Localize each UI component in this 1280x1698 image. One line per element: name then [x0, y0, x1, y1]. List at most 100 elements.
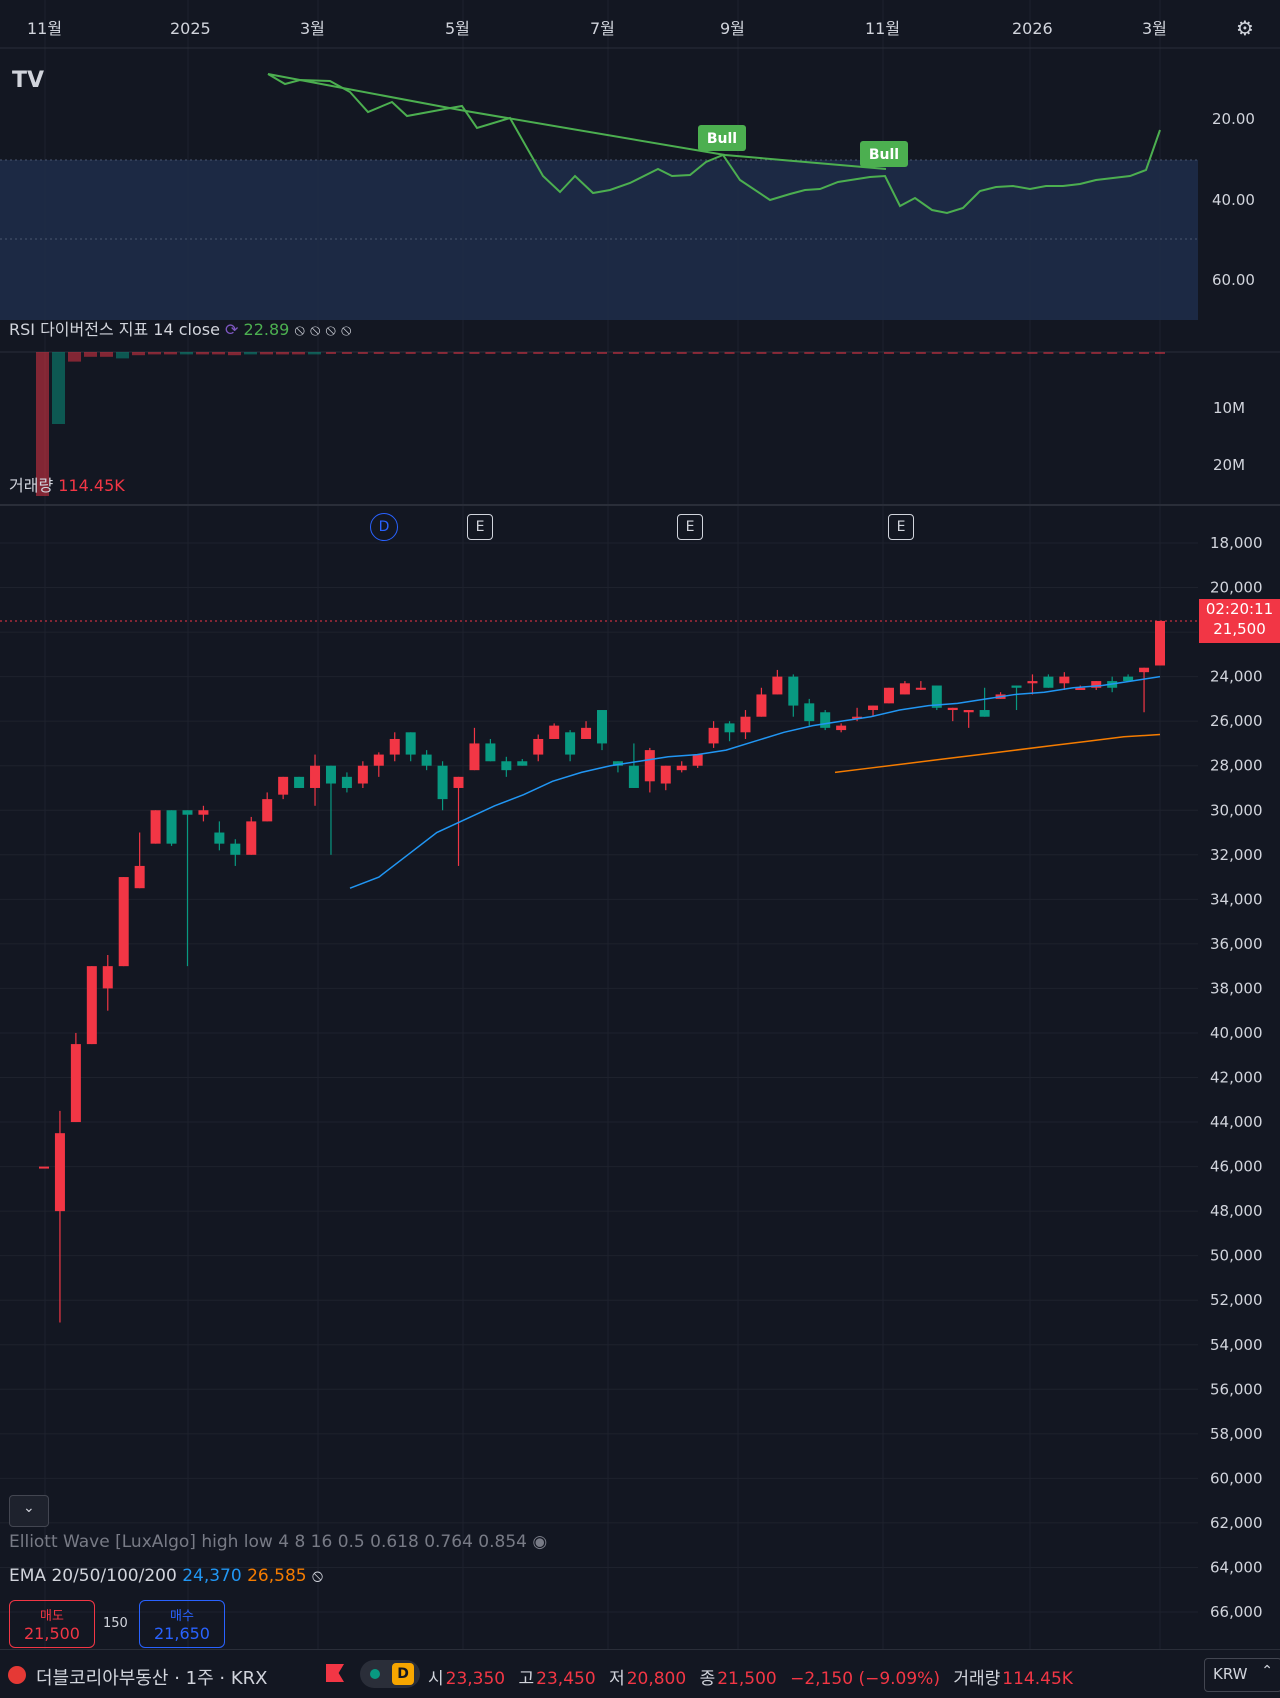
- candle-body: [246, 821, 257, 855]
- ohlc-open-value: 23,350: [445, 1669, 506, 1689]
- ohlc-change-value: −2,150 (−9.09%): [790, 1669, 940, 1689]
- refresh-icon: ⟳: [225, 320, 239, 339]
- tradingview-logo[interactable]: TV: [12, 68, 45, 93]
- volume-bar: [772, 352, 783, 354]
- volume-bar: [565, 352, 576, 354]
- spread-value: 150: [103, 1616, 128, 1631]
- candle-body: [405, 732, 416, 755]
- volume-bar: [292, 352, 305, 355]
- elliott-legend-label: Elliott Wave [LuxAlgo] high low 4 8 16 0…: [9, 1532, 527, 1552]
- earnings-marker[interactable]: E: [888, 514, 914, 540]
- collapse-legend-button[interactable]: ⌄: [9, 1495, 49, 1527]
- ohlc-volume-key: 거래량: [953, 1669, 1001, 1689]
- time-axis-label: 3월: [1142, 19, 1167, 38]
- hidden-icon[interactable]: ⦸: [311, 1566, 324, 1586]
- price-axis-label: 62,000: [1210, 1514, 1263, 1532]
- candle-body: [102, 966, 113, 989]
- rsi-axis-label: 40.00: [1212, 191, 1255, 209]
- rsi-line: [267, 73, 1161, 215]
- ohlc-open-key: 시: [428, 1669, 444, 1689]
- price-axis-label: 56,000: [1210, 1380, 1263, 1398]
- volume-bar: [708, 352, 719, 354]
- candle-body: [644, 750, 655, 782]
- volume-bar: [437, 352, 448, 354]
- price-axis-label: 44,000: [1210, 1113, 1263, 1131]
- time-axis-label: 7월: [590, 19, 615, 38]
- buy-button[interactable]: 매수 21,650: [139, 1600, 225, 1648]
- volume-bar: [915, 352, 926, 354]
- ema-legend[interactable]: EMA 20/50/100/200 24,370 26,585 ⦸: [9, 1566, 323, 1586]
- candle-body: [54, 1133, 65, 1212]
- ohlc-close-value: 21,500: [717, 1669, 777, 1689]
- volume-bar: [1075, 352, 1086, 354]
- candle-body: [740, 716, 751, 733]
- symbol-title[interactable]: 더블코리아부동산 · 1주 · KRX: [36, 1668, 268, 1689]
- volume-bar: [308, 352, 321, 355]
- eye-off-icon[interactable]: ◉: [532, 1532, 548, 1552]
- candle-body: [597, 710, 607, 744]
- flag-icon[interactable]: [326, 1664, 344, 1682]
- volume-bar: [36, 352, 49, 496]
- volume-bar: [740, 352, 751, 354]
- earnings-marker[interactable]: E: [677, 514, 703, 540]
- volume-bar: [1059, 352, 1070, 354]
- gear-icon[interactable]: ⚙: [1236, 16, 1254, 40]
- volume-bar: [357, 352, 368, 354]
- time-axis-label: 2025: [170, 19, 211, 38]
- volume-bar: [276, 352, 289, 355]
- candle-body: [437, 765, 448, 800]
- sell-button[interactable]: 매도 21,500: [9, 1600, 95, 1648]
- candle-body: [357, 765, 368, 784]
- last-price-value: 21,500: [1213, 619, 1266, 638]
- bull-label-box: [698, 125, 746, 151]
- price-axis-label: 20,000: [1210, 579, 1263, 597]
- volume-bar: [1091, 352, 1102, 354]
- volume-bar: [469, 352, 480, 354]
- interval-badge: D: [392, 1663, 414, 1685]
- market-status-pill[interactable]: D: [360, 1660, 420, 1688]
- volume-legend[interactable]: 거래량 114.45K: [9, 472, 125, 496]
- volume-legend-label: 거래량: [9, 476, 54, 495]
- candle-body: [756, 694, 767, 717]
- bull-label: Bull: [707, 131, 737, 147]
- candle-body: [931, 685, 942, 708]
- price-axis-label: 34,000: [1210, 890, 1263, 908]
- price-axis-label: 18,000: [1210, 534, 1263, 552]
- volume-bar: [931, 352, 942, 354]
- candle-body: [501, 761, 512, 771]
- volume-bar: [373, 352, 384, 354]
- candle-body: [1091, 681, 1102, 688]
- candle-body: [915, 687, 926, 690]
- currency-select[interactable]: KRW ⌃: [1204, 1658, 1280, 1692]
- candle-body: [1139, 667, 1150, 673]
- elliott-legend[interactable]: Elliott Wave [LuxAlgo] high low 4 8 16 0…: [9, 1532, 547, 1552]
- volume-bar: [836, 352, 847, 354]
- volume-axis-label: 20M: [1213, 456, 1245, 474]
- volume-bar: [979, 352, 990, 354]
- earnings-marker[interactable]: E: [467, 514, 493, 540]
- dividend-marker[interactable]: D: [370, 513, 398, 541]
- price-axis-label: 50,000: [1210, 1247, 1263, 1265]
- sell-price: 21,500: [24, 1624, 80, 1643]
- rsi-legend[interactable]: RSI 다이버전스 지표 14 close ⟳ 22.89 ⦸ ⦸ ⦸ ⦸: [9, 316, 351, 340]
- chevron-down-icon: ⌄: [23, 1500, 35, 1516]
- volume-bar: [132, 352, 145, 356]
- volume-bar: [485, 352, 496, 354]
- ohlc-low-key: 저: [609, 1669, 625, 1689]
- ema20-line: [349, 675, 1161, 889]
- candle-body: [341, 776, 352, 788]
- candle-body: [565, 732, 576, 755]
- volume-bar: [899, 352, 910, 354]
- volume-bar: [820, 352, 831, 354]
- candle-body: [230, 843, 241, 855]
- volume-bar: [100, 352, 113, 357]
- ohlc-low-value: 20,800: [626, 1669, 687, 1689]
- time-axis-label: 11월: [865, 19, 900, 38]
- divergence-line: [267, 73, 887, 170]
- volume-bar: [612, 352, 623, 354]
- volume-bar: [995, 352, 1006, 354]
- price-axis-label: 46,000: [1210, 1158, 1263, 1176]
- time-axis-label: 5월: [445, 19, 470, 38]
